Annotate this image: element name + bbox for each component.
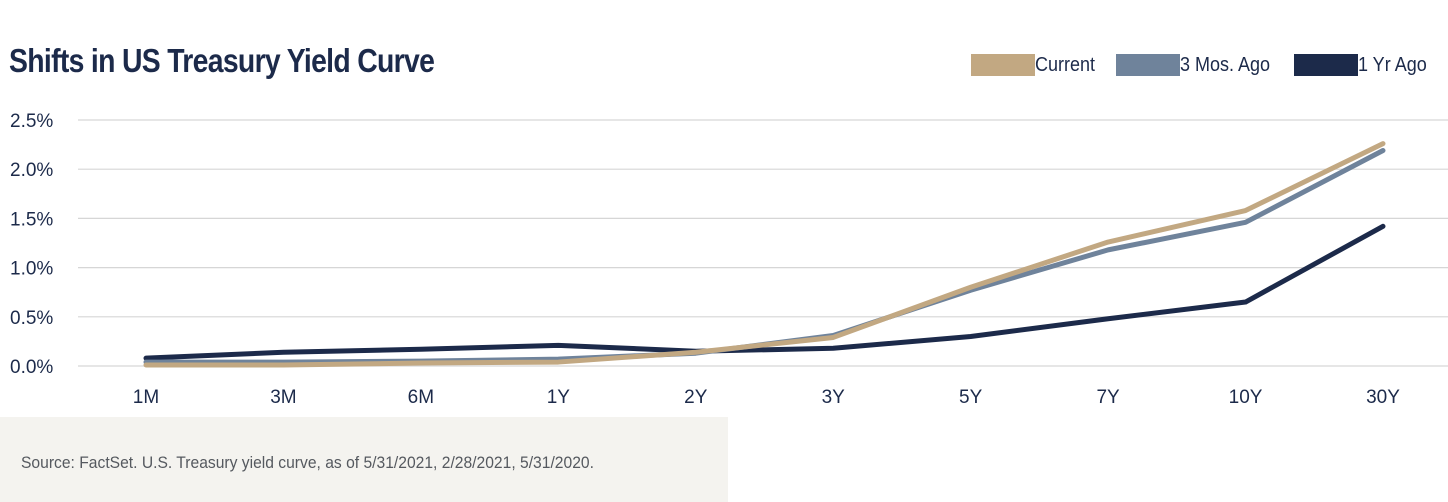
- x-tick-label: 1Y: [547, 387, 571, 408]
- legend-swatch-current: [970, 54, 1035, 76]
- x-tick-label: 3Y: [822, 387, 846, 408]
- source-note: Source: FactSet. U.S. Treasury yield cur…: [21, 453, 594, 472]
- y-tick-label: 2.0%: [10, 160, 53, 181]
- y-tick-label: 2.5%: [10, 111, 53, 132]
- y-tick-label: 0.5%: [10, 308, 53, 329]
- x-tick-label: 1M: [133, 387, 159, 408]
- x-tick-label: 3M: [270, 387, 296, 408]
- legend-item-1-yr-ago: 1 Yr Ago: [1293, 53, 1434, 77]
- x-tick-label: 30Y: [1366, 387, 1400, 408]
- series-line-current: [143, 141, 1386, 368]
- source-box: [0, 417, 728, 502]
- yield-curve-chart: 0.0% 0.5% 1.0% 1.5% 2.0% 2.5% 1M 3M 6M 1Y 2Y 3Y 5Y 7Y…: [10, 111, 1448, 408]
- legend-swatch-1-yr-ago: [1293, 54, 1358, 76]
- legend-item-3-mos-ago: 3 Mos. Ago: [1115, 53, 1280, 77]
- x-tick-label: 2Y: [684, 387, 708, 408]
- legend-label-current: Current: [1034, 53, 1095, 76]
- y-tick-label: 1.0%: [10, 259, 53, 280]
- legend-item-current: Current: [970, 53, 1102, 77]
- x-tick-label: 6M: [408, 387, 434, 408]
- chart-legend: Current 3 Mos. Ago 1 Yr Ago: [957, 52, 1434, 78]
- legend-label-1-yr-ago: 1 Yr Ago: [1357, 53, 1427, 76]
- x-tick-label: 7Y: [1096, 387, 1120, 408]
- y-tick-label: 0.0%: [10, 357, 53, 378]
- legend-label-3-mos-ago: 3 Mos. Ago: [1179, 53, 1270, 76]
- series-line-3-mos-ago: [143, 148, 1386, 365]
- legend-swatch-3-mos-ago: [1115, 54, 1180, 76]
- series-line-1-yr-ago: [143, 223, 1386, 361]
- x-tick-label: 5Y: [959, 387, 983, 408]
- chart-title: Shifts in US Treasury Yield Curve: [9, 42, 435, 79]
- y-tick-label: 1.5%: [10, 209, 53, 230]
- x-tick-label: 10Y: [1229, 387, 1263, 408]
